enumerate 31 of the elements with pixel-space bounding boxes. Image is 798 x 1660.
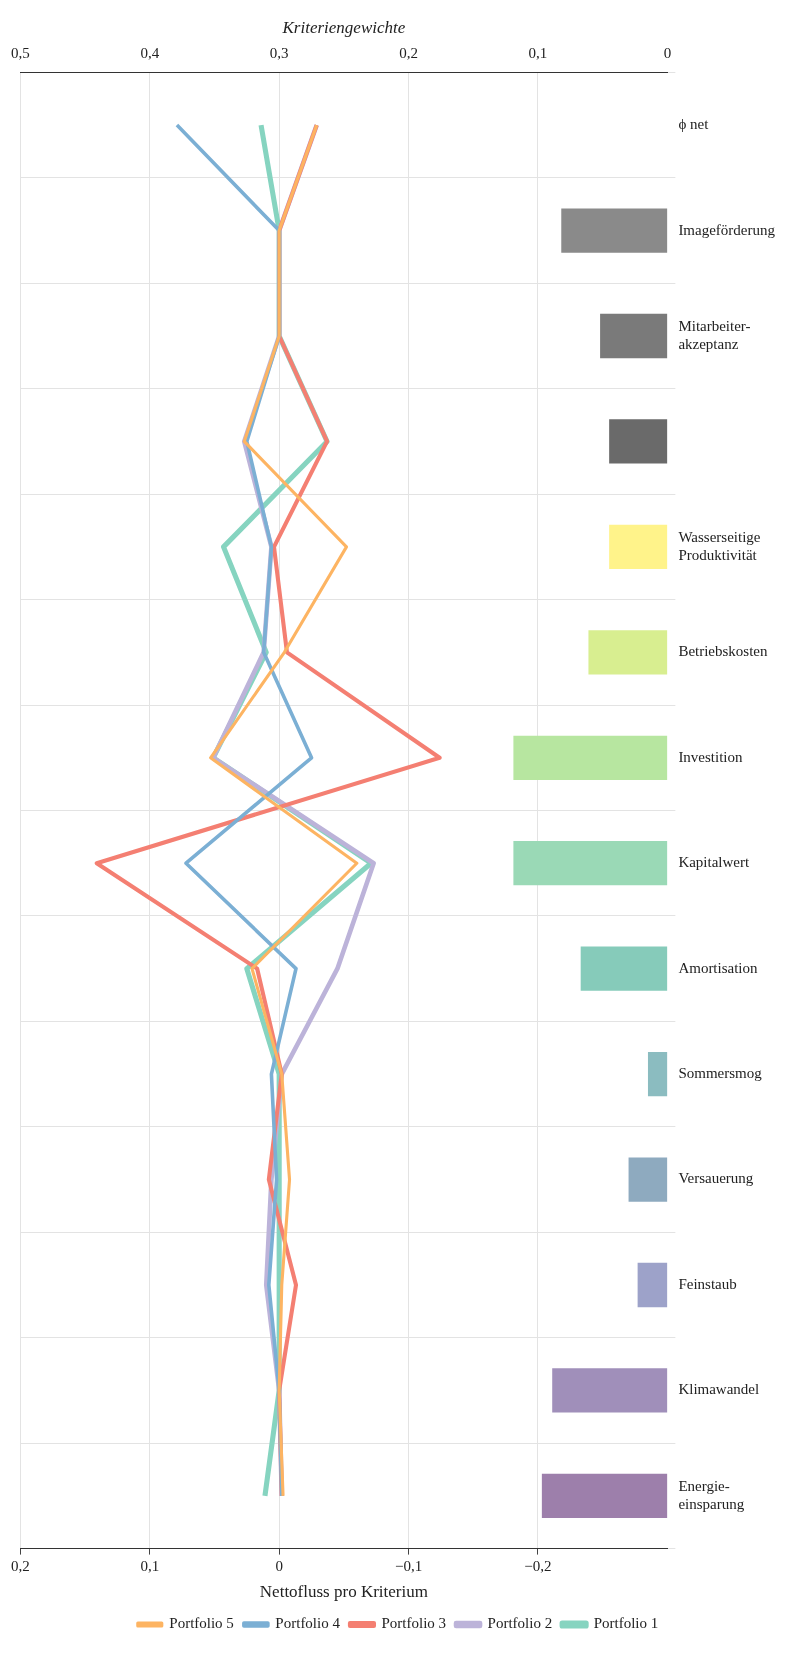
x2-tick-label: 0,1 [528,45,548,62]
x2-axis-title: Kriteriengewichte [281,17,406,37]
x2-tick-label: 0 [663,45,672,62]
y-tick-label: Amortisation [678,959,759,976]
y-tick-label: Kapitalwert [678,854,751,871]
x-axis-title: Nettofluss pro Kriterium [259,1582,428,1602]
y-tick-label: Klimawandel [678,1381,760,1398]
legend-label: Portfolio 1 [593,1615,659,1632]
y-tick-label: Wasserseitige Produktivität [678,528,761,563]
legend-label: Portfolio 2 [487,1615,553,1632]
x2-tick-label: 0,5 [11,45,30,62]
x-tick-label: 0 [275,1557,283,1574]
x-tick-label: 0,2 [11,1557,30,1574]
y-tick-label: Betriebskosten [678,643,769,660]
x2-tick-label: 0,4 [140,45,160,62]
y-tick-label: Sommersmog [678,1065,763,1082]
legend-label: Portfolio 3 [381,1615,447,1632]
x2-tick-label: 0,2 [399,45,418,62]
y-tick-label: Versauerung [678,1170,754,1187]
legend-label: Portfolio 4 [275,1615,341,1632]
y-tick-label: Investition [678,748,744,765]
legend-label: Portfolio 5 [169,1615,234,1632]
y-tick-label: Energie- einsparung [678,1477,745,1512]
y-tick-label: Imageförderung [678,221,776,238]
x2-tick-label: 0,3 [269,45,289,62]
x-tick-label: −0,2 [524,1557,552,1574]
y-tick-label: Mitarbeiter- akzeptanz [678,317,751,352]
x-tick-label: −0,1 [394,1557,423,1574]
y-tick-label: ϕ net [678,116,710,133]
x-tick-label: 0,1 [140,1557,160,1574]
y-tick-label: Feinstaub [678,1275,737,1292]
